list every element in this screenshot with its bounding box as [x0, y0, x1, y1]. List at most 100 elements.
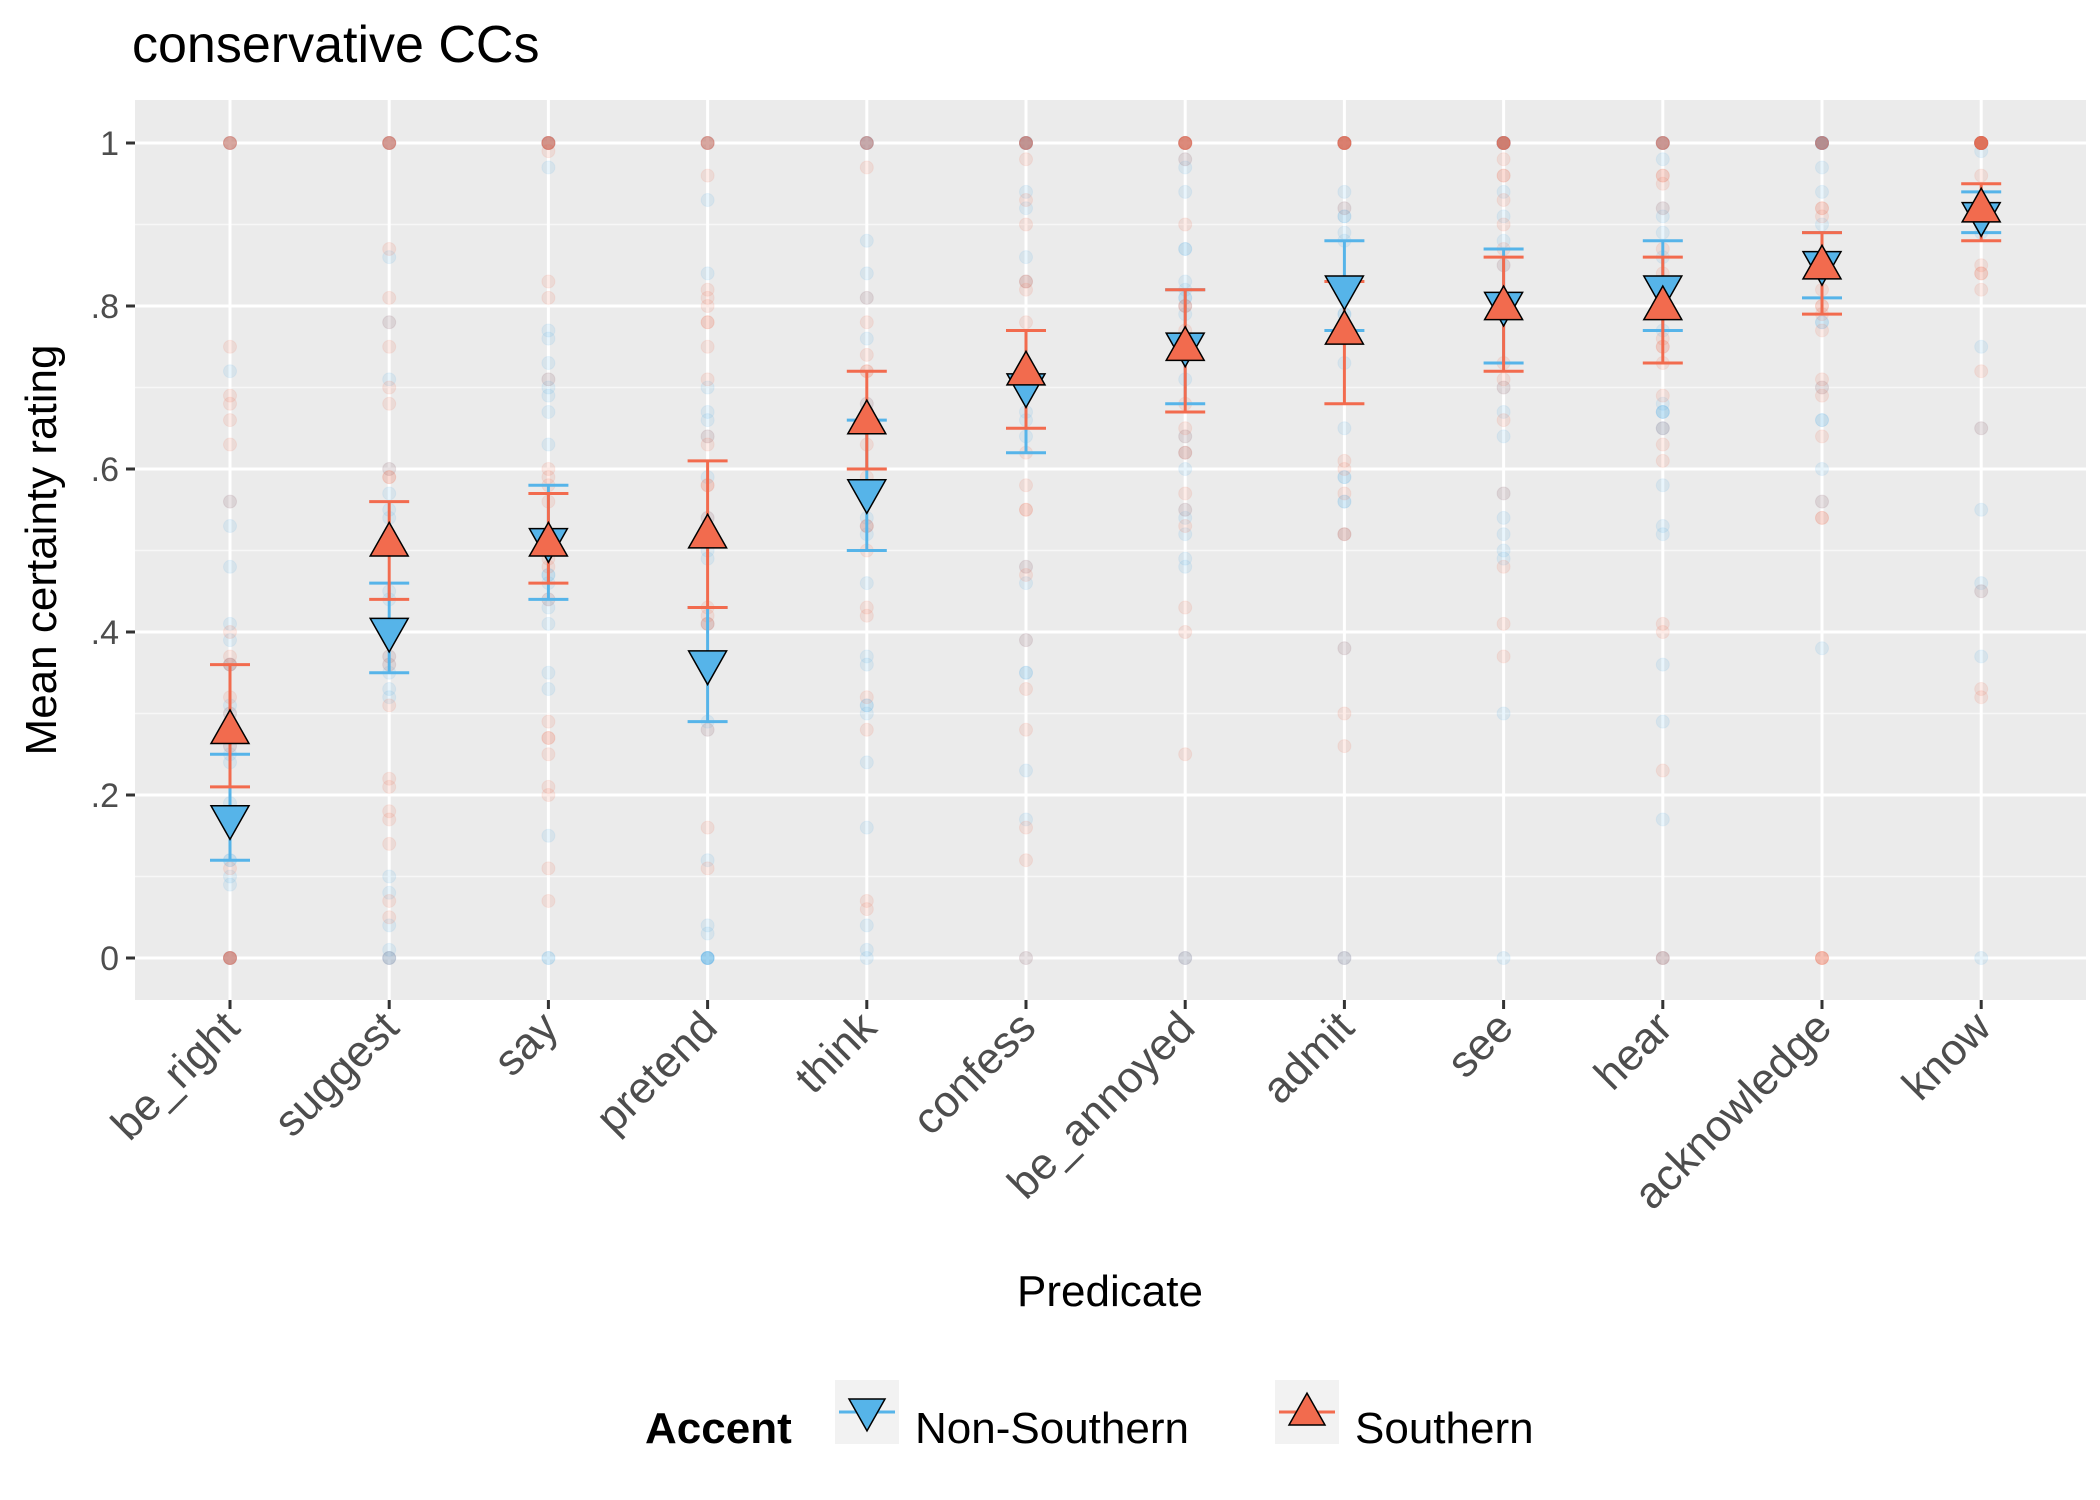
- raw-point: [1655, 136, 1670, 150]
- raw-point: [1815, 136, 1829, 150]
- raw-point: [1019, 193, 1033, 208]
- raw-point: [1496, 380, 1511, 395]
- raw-point: [223, 951, 237, 965]
- raw-point: [1974, 282, 1989, 297]
- raw-point: [223, 877, 237, 892]
- raw-point: [1815, 136, 1829, 150]
- mean-marker: [1324, 275, 1365, 312]
- raw-point: [859, 600, 874, 615]
- raw-point: [382, 486, 397, 501]
- raw-point: [859, 136, 874, 150]
- raw-point: [1815, 510, 1829, 525]
- raw-point: [1815, 413, 1829, 428]
- raw-point: [1815, 201, 1829, 216]
- raw-point: [1496, 486, 1511, 501]
- raw-point: [1655, 951, 1670, 965]
- raw-point: [1496, 136, 1511, 150]
- mean-marker: [528, 520, 569, 557]
- raw-point: [1337, 201, 1352, 216]
- raw-point: [700, 861, 715, 876]
- raw-point: [700, 722, 715, 737]
- mean-markers: [209, 186, 2002, 841]
- raw-point: [1019, 722, 1033, 737]
- raw-point: [1815, 494, 1829, 509]
- raw-point: [1178, 445, 1193, 460]
- raw-point: [1815, 136, 1829, 150]
- raw-point: [1974, 136, 1989, 150]
- raw-point: [1655, 201, 1670, 216]
- legend-key-marker: [847, 1398, 887, 1433]
- raw-point: [1178, 951, 1193, 965]
- raw-point: [1019, 136, 1033, 150]
- raw-point: [700, 136, 715, 150]
- raw-point: [1019, 633, 1033, 648]
- raw-point: [1337, 527, 1352, 542]
- raw-point: [1496, 136, 1511, 150]
- raw-point: [700, 429, 715, 444]
- raw-point: [1815, 951, 1829, 965]
- raw-point: [700, 315, 715, 330]
- raw-point: [541, 788, 556, 802]
- raw-point: [700, 820, 715, 835]
- raw-point: [1974, 136, 1989, 150]
- mean-marker: [687, 512, 728, 549]
- raw-point: [382, 241, 397, 256]
- raw-point: [1815, 209, 1829, 224]
- raw-point: [1496, 951, 1511, 965]
- raw-point: [541, 136, 556, 150]
- raw-point: [1019, 136, 1033, 150]
- mean-marker: [209, 805, 251, 841]
- raw-point: [1496, 209, 1511, 224]
- raw-point: [700, 315, 715, 330]
- raw-point: [541, 136, 556, 150]
- raw-point: [1655, 136, 1670, 150]
- raw-point: [700, 429, 715, 444]
- raw-point: [1974, 584, 1989, 599]
- raw-point: [1815, 380, 1829, 395]
- raw-point: [223, 136, 237, 150]
- raw-point: [1815, 136, 1829, 150]
- raw-point: [1178, 600, 1193, 615]
- raw-point: [1019, 567, 1033, 582]
- raw-point: [1496, 136, 1511, 150]
- raw-point: [700, 951, 715, 965]
- raw-point: [1815, 136, 1829, 150]
- raw-point: [541, 372, 556, 387]
- raw-point: [859, 951, 874, 965]
- raw-point: [859, 706, 874, 721]
- raw-point: [382, 136, 397, 150]
- raw-point: [1178, 951, 1193, 965]
- raw-point: [541, 828, 556, 843]
- raw-point: [1496, 136, 1511, 150]
- raw-point: [223, 951, 237, 965]
- raw-point: [1178, 136, 1193, 150]
- raw-point: [1178, 462, 1193, 476]
- raw-point: [1178, 241, 1193, 256]
- raw-point: [1019, 478, 1033, 493]
- raw-point: [1178, 625, 1193, 639]
- raw-point: [1019, 136, 1033, 150]
- legend-key-marker: [1287, 1391, 1327, 1426]
- raw-point: [1496, 413, 1511, 428]
- raw-point: [1337, 641, 1352, 656]
- raw-point: [1496, 649, 1511, 664]
- raw-point: [1337, 136, 1352, 150]
- raw-point: [1178, 486, 1193, 501]
- raw-point: [1019, 136, 1033, 150]
- raw-point: [223, 519, 237, 534]
- raw-point: [859, 233, 874, 248]
- raw-point: [1655, 168, 1670, 183]
- raw-point: [541, 404, 556, 419]
- raw-point: [541, 274, 556, 289]
- raw-point: [1815, 951, 1829, 965]
- raw-point: [541, 372, 556, 387]
- raw-point: [1496, 543, 1511, 558]
- raw-point: [700, 951, 715, 965]
- raw-point: [859, 657, 874, 672]
- raw-point: [700, 266, 715, 281]
- raw-point: [1655, 437, 1670, 452]
- raw-point: [859, 820, 874, 835]
- mean-marker: [846, 398, 888, 435]
- raw-point: [1337, 494, 1352, 509]
- raw-point: [1815, 136, 1829, 150]
